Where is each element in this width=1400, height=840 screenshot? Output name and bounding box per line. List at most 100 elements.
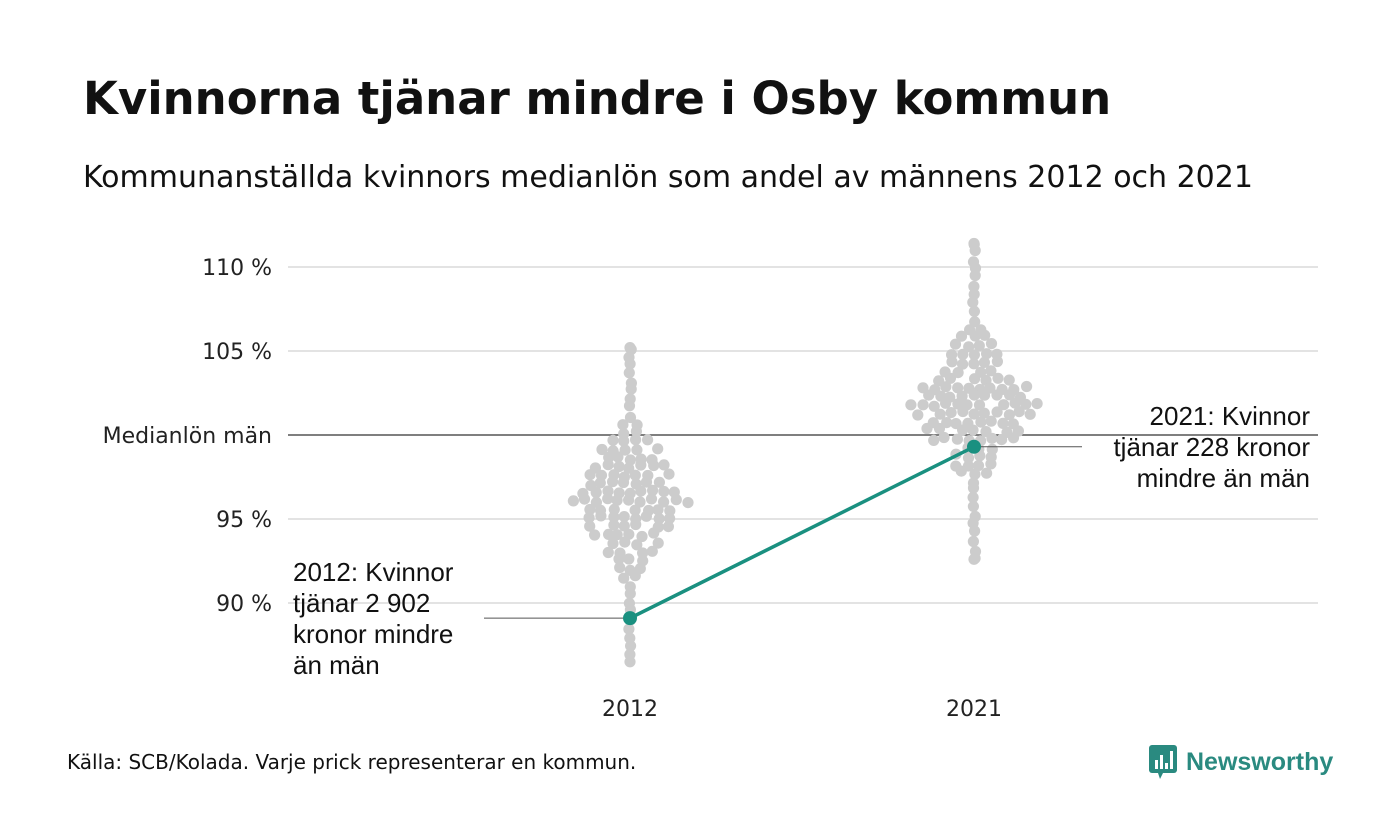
municipality-dot [623,623,635,635]
municipality-dot [619,536,631,548]
municipality-dot [595,510,607,522]
municipality-dot [618,510,630,523]
municipality-dot [648,527,660,539]
municipality-dot [640,476,653,488]
municipality-dot [969,525,981,537]
municipality-dot [630,434,642,446]
municipality-dot [648,459,660,472]
municipality-dot [986,432,998,444]
municipality-dot [640,510,653,522]
municipality-dot [607,537,619,550]
municipality-dot [996,434,1008,446]
municipality-dot [923,389,935,401]
municipality-dot [629,469,641,481]
municipality-dot [629,504,641,516]
municipality-dot [658,485,670,498]
municipality-dot [583,512,595,524]
municipality-dot [934,408,946,420]
municipality-dot [611,494,623,506]
municipality-dot [608,511,620,523]
municipality-dot [635,459,647,471]
municipality-dot [968,358,980,370]
municipality-dot [957,348,969,360]
municipality-dot [1009,397,1021,409]
municipality-dot [589,529,601,541]
municipality-dot [653,476,666,488]
municipality-dot [613,460,625,473]
municipality-dot [952,382,964,394]
municipality-dot [981,348,993,360]
municipality-dot [652,537,664,549]
municipality-dot [1013,406,1025,418]
municipality-dot [991,406,1003,418]
municipality-dot [603,528,615,541]
municipality-dot [1020,398,1032,410]
municipality-dot [957,424,969,436]
annotation-2012-line: 2012: Kvinnor [293,557,454,587]
municipality-dot [584,520,596,532]
municipality-dot [630,425,643,437]
municipality-dot [973,340,985,352]
municipality-dot [617,476,630,489]
municipality-dot [625,640,637,652]
annotation-2021-line: 2021: Kvinnor [1150,401,1311,431]
municipality-dot [1004,389,1016,401]
municipality-dot [949,338,962,350]
municipality-dot [653,513,665,525]
municipality-dot [635,485,647,497]
municipality-dot [624,411,637,424]
osby-highlight-point [623,611,637,626]
y-tick-label: 105 % [202,340,272,365]
municipality-dot [1003,409,1016,421]
chart-title: Kvinnorna tjänar mindre i Osby kommun [83,72,1112,125]
municipality-dot [594,477,606,489]
municipality-dot [998,399,1010,411]
municipality-dot [664,512,676,525]
municipality-dot [967,500,980,512]
municipality-dot [607,434,619,446]
municipality-dot [917,399,929,411]
municipality-dot [584,469,596,481]
municipality-dot [642,434,654,446]
municipality-dot [682,497,694,509]
municipality-dot [985,458,997,470]
municipality-dot [1031,398,1043,410]
y-tick-label: 90 % [216,592,272,617]
municipality-dot [611,529,623,541]
municipality-dot [928,434,940,446]
municipality-dot [985,365,997,377]
municipality-dot [963,341,975,353]
municipality-dot [991,389,1003,401]
municipality-dot [938,431,950,444]
municipality-dot [978,407,990,419]
municipality-dot [625,383,637,395]
municipality-dot [608,519,620,531]
municipality-dot [957,405,969,418]
municipality-dot [624,588,636,600]
brand-logo: Newsworthy [1148,744,1333,780]
source-note: Källa: SCB/Kolada. Varje prick represent… [67,750,637,774]
municipality-dot [602,493,614,505]
osby-highlight-line [629,445,975,620]
municipality-dot [623,367,635,379]
municipality-dot [637,547,649,559]
municipality-dot [992,372,1004,384]
municipality-dot [1021,380,1033,393]
municipality-dot [631,539,643,551]
municipality-dot [951,433,964,445]
municipality-dot [967,296,979,308]
municipality-dot [969,269,981,282]
municipality-dot [658,459,670,471]
municipality-dot [991,355,1004,368]
municipality-dot [629,570,641,582]
municipality-dot [602,546,614,559]
municipality-dot [968,389,980,401]
municipality-dot [978,389,991,401]
municipality-dot [969,468,981,480]
annotation-2021-line: mindre än män [1137,463,1310,493]
municipality-dot [955,465,967,477]
municipality-dot [607,476,619,488]
annotation-2012-line: kronor mindre [293,619,453,649]
municipality-dot [955,330,968,342]
